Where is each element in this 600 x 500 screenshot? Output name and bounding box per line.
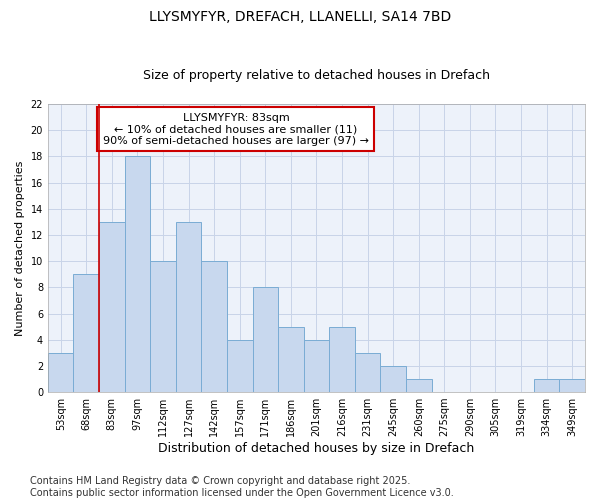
Bar bbox=[73, 274, 99, 392]
X-axis label: Distribution of detached houses by size in Drefach: Distribution of detached houses by size … bbox=[158, 442, 475, 455]
Y-axis label: Number of detached properties: Number of detached properties bbox=[15, 160, 25, 336]
Title: Size of property relative to detached houses in Drefach: Size of property relative to detached ho… bbox=[143, 69, 490, 82]
Bar bbox=[278, 326, 304, 392]
Text: Contains HM Land Registry data © Crown copyright and database right 2025.
Contai: Contains HM Land Registry data © Crown c… bbox=[30, 476, 454, 498]
Bar bbox=[202, 261, 227, 392]
Bar bbox=[329, 326, 355, 392]
Bar bbox=[355, 353, 380, 392]
Bar bbox=[48, 353, 73, 392]
Bar bbox=[304, 340, 329, 392]
Bar bbox=[176, 222, 202, 392]
Bar bbox=[406, 379, 431, 392]
Bar bbox=[559, 379, 585, 392]
Text: LLYSMYFYR: 83sqm
← 10% of detached houses are smaller (11)
90% of semi-detached : LLYSMYFYR: 83sqm ← 10% of detached house… bbox=[103, 112, 369, 146]
Bar bbox=[380, 366, 406, 392]
Bar bbox=[534, 379, 559, 392]
Bar bbox=[125, 156, 150, 392]
Bar bbox=[227, 340, 253, 392]
Bar bbox=[150, 261, 176, 392]
Text: LLYSMYFYR, DREFACH, LLANELLI, SA14 7BD: LLYSMYFYR, DREFACH, LLANELLI, SA14 7BD bbox=[149, 10, 451, 24]
Bar bbox=[253, 288, 278, 392]
Bar bbox=[99, 222, 125, 392]
